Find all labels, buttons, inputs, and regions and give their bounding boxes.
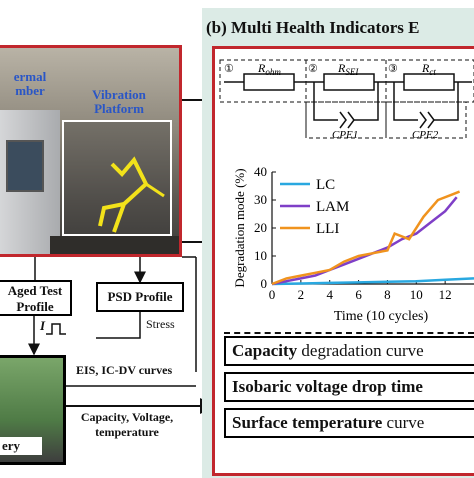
aged-test-line2: Profile: [16, 299, 54, 314]
series-line-lam: [271, 196, 458, 286]
psd-profile-box: PSD Profile: [96, 282, 184, 312]
pulse-symbol: [46, 323, 66, 335]
x-tick-label: 10: [410, 287, 423, 302]
y-tick-label: 30: [254, 192, 267, 207]
x-tick-label: 0: [269, 287, 276, 302]
measurements-label: Capacity, Voltage, temperature: [80, 410, 174, 439]
indicator-capacity-bold: Capacity: [232, 341, 298, 360]
r-ct-label: Rct: [421, 61, 436, 77]
series-line-lli: [271, 190, 461, 286]
x-tick-label: 2: [298, 287, 305, 302]
series-line-lc: [271, 277, 474, 286]
test-rig-photo: ermal mber Vibration Platform: [0, 45, 182, 257]
cpe2-label: CPE2: [412, 129, 439, 141]
r-sei-label: RSEI: [337, 61, 359, 77]
indicator-capacity-rest: degradation curve: [297, 341, 424, 360]
x-tick-label: 4: [326, 287, 333, 302]
stress-label: Stress: [146, 317, 175, 331]
vibration-platform-label: Vibration Platform: [92, 87, 146, 116]
vibration-fixture-drawing: [98, 156, 165, 233]
r-ohm-label: Rohm: [257, 61, 281, 77]
circuit-dashed-border: [219, 59, 474, 103]
marker-1: ①: [224, 63, 234, 75]
indicator-separator: [224, 332, 474, 334]
y-tick-label: 0: [261, 276, 268, 291]
indicator-isobaric-bold: Isobaric voltage drop time: [232, 377, 423, 396]
eis-label: EIS, IC-DV curves: [76, 363, 173, 377]
line-psd: [96, 310, 141, 339]
y-tick-label: 40: [254, 164, 267, 179]
indicator-temperature-bold: Surface temperature: [232, 413, 383, 432]
cpe2-symbol: [419, 111, 435, 129]
test-bench: [50, 236, 179, 254]
resistor-r-sei: [323, 73, 375, 91]
indicator-surface-temperature: Surface temperature curve: [224, 408, 474, 438]
marker-3: ③: [388, 63, 398, 75]
indicator-capacity: Capacity degradation curve: [224, 336, 474, 366]
marker-2: ②: [308, 63, 318, 75]
battery-label: ery: [2, 438, 21, 453]
aged-test-line1: Aged Test: [7, 283, 63, 298]
x-tick-label: 6: [355, 287, 362, 302]
y-tick-label: 10: [254, 248, 267, 263]
current-label: I: [40, 318, 46, 333]
cpe1-symbol: [339, 111, 355, 129]
y-axis-label: Degradation mode (%): [232, 168, 247, 287]
y-tick-label: 20: [254, 220, 267, 235]
indicator-isobaric-voltage: Isobaric voltage drop time: [224, 372, 474, 402]
resistor-r-ct: [403, 73, 455, 91]
x-axis-label: Time (10 cycles): [334, 309, 429, 324]
indicator-temperature-rest: curve: [382, 413, 425, 432]
degradation-mode-chart: 0 2 4 6 8 10 12 0 10 20 30 40 Time (10 cycles) Degrad…: [232, 164, 474, 324]
legend-label-lam: LAM: [316, 199, 349, 215]
x-tick-label: 8: [384, 287, 391, 302]
aged-test-profile-box: Aged Test Profile: [0, 280, 72, 316]
vibration-platform-highlight: [62, 120, 172, 236]
resistor-r-ohm: [243, 73, 295, 91]
thermal-chamber-label: ermal mber: [13, 69, 47, 98]
panel-b-title: (b) Multi Health Indicators E: [206, 18, 420, 37]
thermal-chamber-window: [6, 140, 44, 192]
equivalent-circuit: ① ② ③ Rohm RSEI Rct CPE1 CPE2: [219, 59, 474, 141]
legend-label-lli: LLI: [316, 221, 339, 237]
x-tick-label: 12: [439, 287, 452, 302]
battery-label-background: [0, 437, 42, 455]
legend-label-lc: LC: [316, 177, 335, 193]
cpe1-label: CPE1: [332, 129, 358, 141]
